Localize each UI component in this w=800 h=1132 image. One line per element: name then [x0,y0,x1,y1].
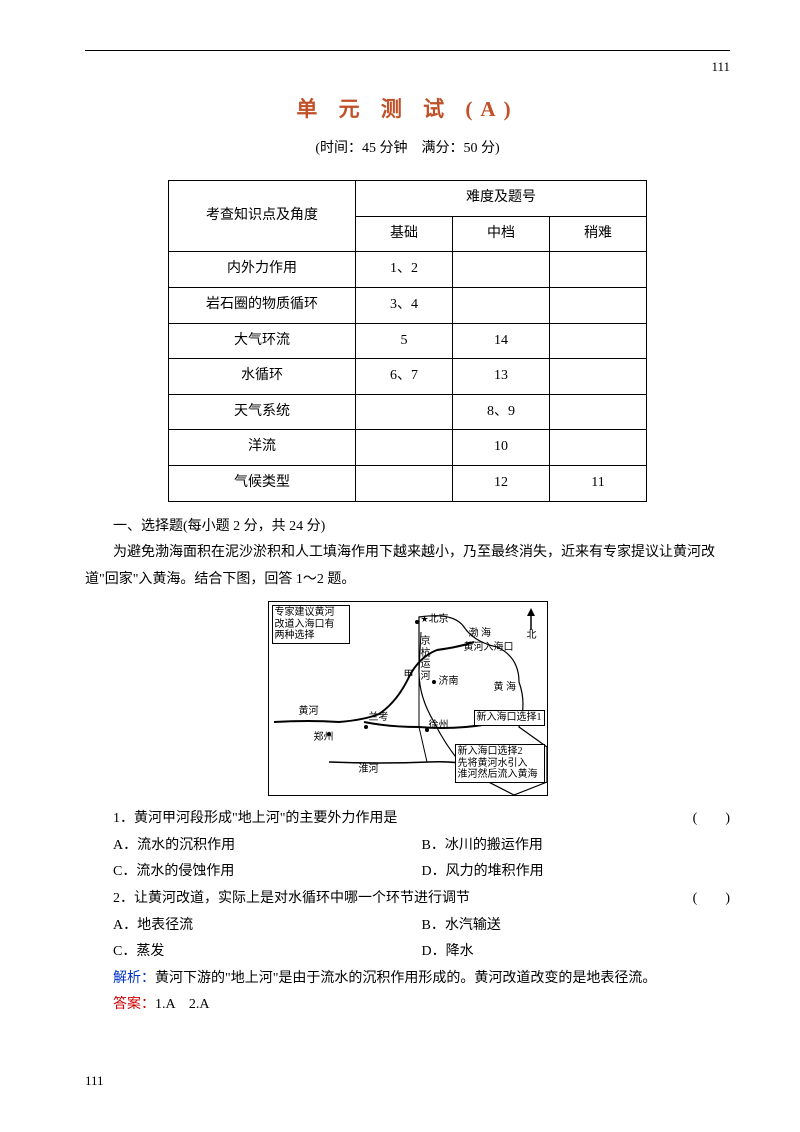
q1-stem-text: 1．黄河甲河段形成"地上河"的主要外力作用是 [113,811,397,826]
kt-value-cell [356,394,453,430]
q2-opt-d: D．降水 [422,939,731,966]
answer-label: 答案： [113,997,155,1012]
q2-paren: ( ) [665,886,730,913]
kt-value-cell [356,465,453,501]
q1-opt-b: B．冰川的搬运作用 [422,833,731,860]
kt-value-cell [453,252,550,288]
kt-value-cell [550,287,647,323]
kt-topic-cell: 内外力作用 [169,252,356,288]
q1-paren: ( ) [665,806,730,833]
analysis-text: 黄河下游的"地上河"是由于流水的沉积作用形成的。黄河改道改变的是地表径流。 [155,971,656,986]
kt-topic-cell: 气候类型 [169,465,356,501]
q2-opt-c: C．蒸发 [113,939,422,966]
section-1-heading: 一、选择题(每小题 2 分，共 24 分) [85,514,730,541]
analysis-label: 解析： [113,971,155,986]
q2-opt-a: A．地表径流 [113,913,422,940]
header-rule [85,50,730,51]
kt-sub-mid: 中档 [453,216,550,252]
kt-value-cell: 3、4 [356,287,453,323]
kt-topic-cell: 水循环 [169,359,356,395]
map-jia: 甲 [404,670,414,682]
map-beijing: 北京 [429,614,449,626]
map-jinan: 济南 [439,676,459,688]
kt-topic-cell: 洋流 [169,430,356,466]
kt-value-cell: 1、2 [356,252,453,288]
q2-options: A．地表径流 B．水汽输送 C．蒸发 D．降水 [85,913,730,966]
kt-head-topic: 考查知识点及角度 [169,181,356,252]
page-number-bottom: 111 [85,1069,104,1094]
map-bohai: 渤 海 [469,628,492,640]
kt-value-cell: 14 [453,323,550,359]
kt-value-cell: 6、7 [356,359,453,395]
q1-opt-d: D．风力的堆积作用 [422,859,731,886]
kt-head-difficulty: 难度及题号 [356,181,647,217]
map-huanghe: 黄河 [299,706,319,718]
q1-options: A．流水的沉积作用 B．冰川的搬运作用 C．流水的侵蚀作用 D．风力的堆积作用 [85,833,730,886]
map-xuzhou: 徐州 [429,720,449,732]
page-subtitle: (时间：45 分钟 满分：50 分) [85,136,730,163]
map-figure: 专家建议黄河改道入海口有两种选择 ★ 北京 北 渤 海 黄河入海口 京杭运河 甲… [268,601,548,796]
map-lankao: 兰考 [369,712,389,724]
kt-value-cell [550,252,647,288]
kt-value-cell [550,359,647,395]
map-advice-box: 专家建议黄河改道入海口有两种选择 [272,605,350,644]
page-number-top: 111 [85,55,730,80]
kt-sub-hard: 稍难 [550,216,647,252]
map-canal: 京杭运河 [421,636,431,682]
kt-value-cell: 8、9 [453,394,550,430]
q2-stem: 2．让黄河改道，实际上是对水循环中哪一个环节进行调节 ( ) [85,886,730,913]
kt-value-cell [550,323,647,359]
map-huaihe: 淮河 [359,764,379,776]
answer-line: 答案：1.A 2.A [85,992,730,1019]
kt-topic-cell: 岩石圈的物质循环 [169,287,356,323]
map-huanghai: 黄 海 [494,682,517,694]
intro-paragraph: 为避免渤海面积在泥沙淤积和人工填海作用下越来越小，乃至最终消失，近来有专家提议让… [85,540,730,593]
kt-value-cell [550,394,647,430]
exam-page: 111 单 元 测 试 (A) (时间：45 分钟 满分：50 分) 考查知识点… [0,0,800,1132]
map-option2-box: 新入海口选择2先将黄河水引入淮河然后流入黄海 [455,744,545,783]
kt-value-cell: 13 [453,359,550,395]
q2-stem-text: 2．让黄河改道，实际上是对水循环中哪一个环节进行调节 [113,891,470,906]
kt-sub-basic: 基础 [356,216,453,252]
page-title: 单 元 测 试 (A) [85,90,730,130]
kt-value-cell [550,430,647,466]
kt-value-cell: 12 [453,465,550,501]
answer-text: 1.A 2.A [155,997,209,1012]
kt-value-cell: 10 [453,430,550,466]
kt-value-cell: 5 [356,323,453,359]
kt-value-cell [356,430,453,466]
q1-stem: 1．黄河甲河段形成"地上河"的主要外力作用是 ( ) [85,806,730,833]
kt-value-cell [453,287,550,323]
analysis-line: 解析：黄河下游的"地上河"是由于流水的沉积作用形成的。黄河改道改变的是地表径流。 [85,966,730,993]
q1-opt-c: C．流水的侵蚀作用 [113,859,422,886]
map-old-mouth: 黄河入海口 [464,642,514,654]
kt-value-cell: 11 [550,465,647,501]
q2-opt-b: B．水汽输送 [422,913,731,940]
kt-topic-cell: 大气环流 [169,323,356,359]
knowledge-table: 考查知识点及角度 难度及题号 基础 中档 稍难 内外力作用1、2岩石圈的物质循环… [168,180,647,501]
map-option1-box: 新入海口选择1 [474,710,545,726]
q1-opt-a: A．流水的沉积作用 [113,833,422,860]
kt-topic-cell: 天气系统 [169,394,356,430]
map-north: 北 [527,630,537,642]
map-zhengzhou: 郑州 [314,732,334,744]
